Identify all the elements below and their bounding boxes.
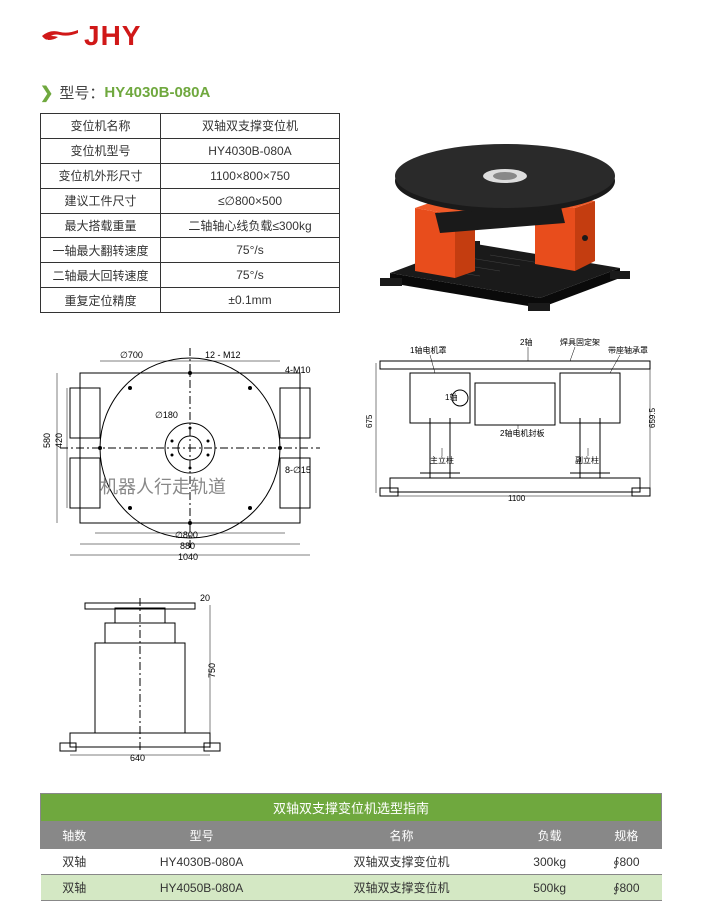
spec-cell: 建议工件尺寸 [41,188,161,213]
guide-header: 型号 [108,823,295,849]
product-render [360,113,640,313]
spec-cell: 最大搭载重量 [41,213,161,238]
svg-text:带座轴承罩: 带座轴承罩 [608,345,648,355]
svg-text:880: 880 [180,541,195,551]
logo-text: JHY [84,20,141,52]
drawing-side-view: 1轴电机罩 2轴 焊具固定架 带座轴承罩 1轴 2轴电机封板 主立柱 副立柱 1… [360,333,660,503]
svg-text:580: 580 [42,433,52,448]
spec-cell: 变位机名称 [41,114,161,139]
guide-cell: 双轴 [41,875,109,901]
svg-text:420: 420 [54,433,64,448]
guide-cell: HY4030B-080A [108,849,295,875]
svg-text:∅180: ∅180 [155,410,178,420]
spec-table: 变位机名称双轴双支撑变位机变位机型号HY4030B-080A变位机外形尺寸110… [40,113,340,313]
model-code: HY4030B-080A [104,84,210,101]
watermark-text: 机器人行走轨道 [100,473,226,499]
spec-cell: 变位机外形尺寸 [41,163,161,188]
spec-cell: 75°/s [161,238,340,263]
guide-cell: 双轴双支撑变位机 [295,875,508,901]
svg-text:主立柱: 主立柱 [430,455,454,465]
guide-header: 规格 [591,823,661,849]
logo: JHY [40,20,662,52]
drawing-front-view: 640 750 20 [40,583,240,763]
svg-text:640: 640 [130,753,145,763]
svg-text:750: 750 [207,663,217,678]
spec-cell: ±0.1mm [161,288,340,313]
spec-cell: 重复定位精度 [41,288,161,313]
svg-text:副立柱: 副立柱 [575,455,599,465]
svg-text:4-M10: 4-M10 [285,365,311,375]
spec-cell: ≤∅800×500 [161,188,340,213]
guide-title: 双轴双支撑变位机选型指南 [40,793,662,822]
spec-cell: 一轴最大翻转速度 [41,238,161,263]
spec-cell: 1100×800×750 [161,163,340,188]
svg-text:2轴电机封板: 2轴电机封板 [500,428,544,438]
guide-header: 名称 [295,823,508,849]
model-header: ❯ 型号： HY4030B-080A [40,82,662,103]
svg-text:659.5: 659.5 [648,407,657,428]
spec-cell: 二轴轴心线负载≤300kg [161,213,340,238]
guide-header: 轴数 [41,823,109,849]
spec-cell: 双轴双支撑变位机 [161,114,340,139]
spec-cell: HY4030B-080A [161,138,340,163]
guide-header: 负载 [508,823,591,849]
svg-text:1轴电机罩: 1轴电机罩 [410,345,446,355]
spec-cell: 二轴最大回转速度 [41,263,161,288]
arrow-icon: ❯ [40,83,53,103]
selection-guide: 双轴双支撑变位机选型指南 轴数型号名称负载规格 双轴HY4030B-080A双轴… [40,793,662,901]
svg-text:∅800: ∅800 [175,530,198,540]
guide-cell: 300kg [508,849,591,875]
logo-eagle-icon [40,27,80,45]
guide-cell: ∮800 [591,849,661,875]
guide-table: 轴数型号名称负载规格 双轴HY4030B-080A双轴双支撑变位机300kg∮8… [40,822,662,901]
drawing-top-view: ∅700 12 - M12 4-M10 ∅180 8-∅15 ∅800 880 … [40,333,340,563]
guide-cell: 双轴双支撑变位机 [295,849,508,875]
spec-cell: 75°/s [161,263,340,288]
guide-cell: 双轴 [41,849,109,875]
svg-text:20: 20 [200,593,210,603]
svg-text:675: 675 [365,414,374,428]
spec-cell: 变位机型号 [41,138,161,163]
svg-text:焊具固定架: 焊具固定架 [560,337,600,347]
svg-text:1轴: 1轴 [445,392,457,402]
svg-text:12 - M12: 12 - M12 [205,350,241,360]
guide-cell: HY4050B-080A [108,875,295,901]
guide-cell: ∮800 [591,875,661,901]
svg-text:2轴: 2轴 [520,337,532,347]
svg-text:∅700: ∅700 [120,350,143,360]
model-label: 型号： [59,82,104,103]
guide-cell: 500kg [508,875,591,901]
svg-text:8-∅15: 8-∅15 [285,465,311,475]
svg-text:1100: 1100 [508,494,526,503]
svg-text:1040: 1040 [178,552,198,562]
